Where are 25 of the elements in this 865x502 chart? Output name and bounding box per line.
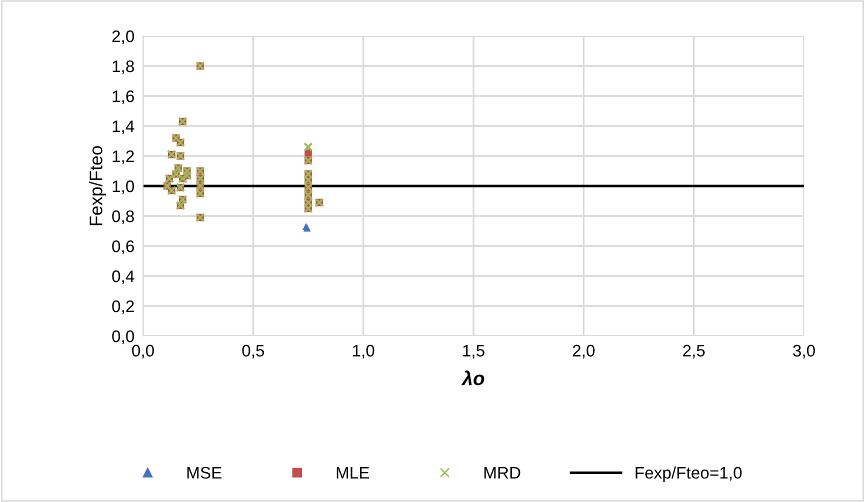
y-axis-title: Fexp/Fteo [89, 146, 106, 226]
legend-label: MRD [484, 467, 520, 479]
y-tick-label: 0,0 [112, 330, 134, 344]
y-tick-label: 1,4 [112, 120, 134, 134]
y-tick-label: 0,4 [112, 270, 134, 284]
legend-label: MLE [336, 467, 370, 479]
y-tick-label: 1,6 [112, 90, 134, 104]
x-tick-label: 2,0 [572, 344, 595, 359]
y-tick-label: 0,6 [112, 240, 134, 254]
legend-label: Fexp/Fteo=1,0 [636, 466, 742, 482]
x-tick-label: 2,5 [683, 344, 705, 359]
y-tick-label: 2,0 [112, 30, 134, 44]
y-tick-label: 1,2 [112, 150, 134, 164]
y-tick-label: 1,0 [112, 180, 134, 194]
x-axis-title: λo [461, 370, 484, 386]
legend-label: MSE [187, 466, 222, 479]
x-tick-label: 1,5 [463, 344, 484, 359]
y-tick-label: 0,2 [112, 300, 134, 314]
y-tick-label: 0,8 [112, 210, 134, 224]
point [304, 142, 313, 152]
y-tick-label: 1,8 [112, 60, 134, 74]
x-tick-label: 1,0 [353, 344, 374, 359]
x-tick-label: 3,0 [793, 344, 815, 359]
x-tick-label: 0,0 [132, 344, 154, 359]
x-tick-label: 0,5 [242, 344, 264, 359]
